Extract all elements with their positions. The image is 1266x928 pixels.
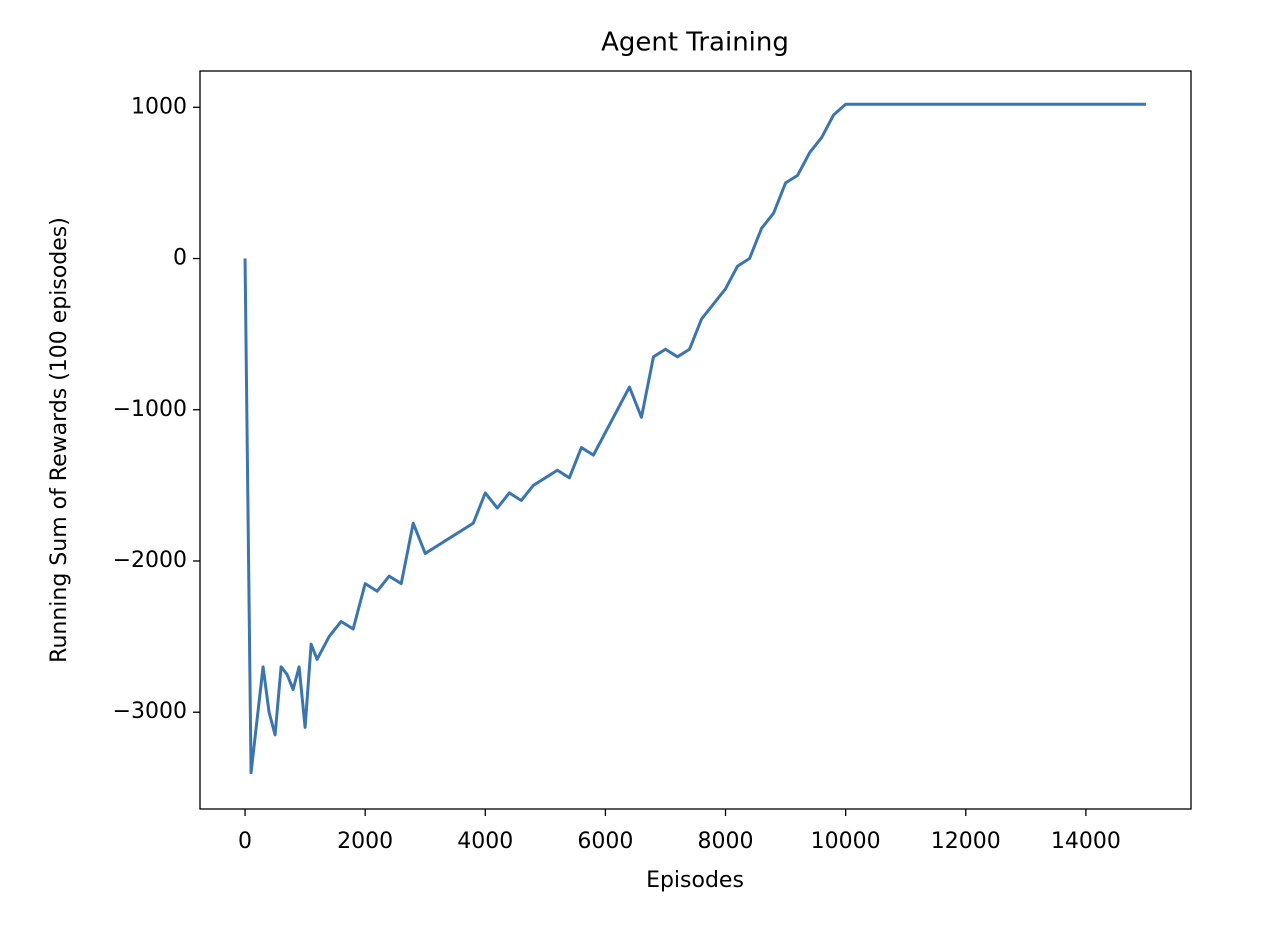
x-tick-label: 0 [238, 829, 252, 854]
chart-title: Agent Training [601, 28, 789, 58]
line-series [243, 102, 1146, 775]
y-tick-label: 1000 [131, 94, 187, 119]
x-tick-label: 12000 [931, 829, 1001, 854]
x-tick-label: 4000 [457, 829, 513, 854]
y-tick-label: −3000 [113, 699, 187, 724]
x-tick-label: 10000 [811, 829, 881, 854]
y-tick-label: 0 [173, 246, 187, 271]
x-tick-label: 8000 [698, 829, 754, 854]
x-tick-label: 2000 [337, 829, 393, 854]
x-tick-label: 6000 [577, 829, 633, 854]
x-tick-label: 14000 [1051, 829, 1121, 854]
y-axis-label: Running Sum of Rewards (100 episodes) [47, 217, 72, 663]
plot-frame [199, 70, 1192, 810]
y-tick-label: −2000 [113, 548, 187, 573]
y-tick-label: −1000 [113, 397, 187, 422]
x-axis-label: Episodes [646, 868, 744, 893]
